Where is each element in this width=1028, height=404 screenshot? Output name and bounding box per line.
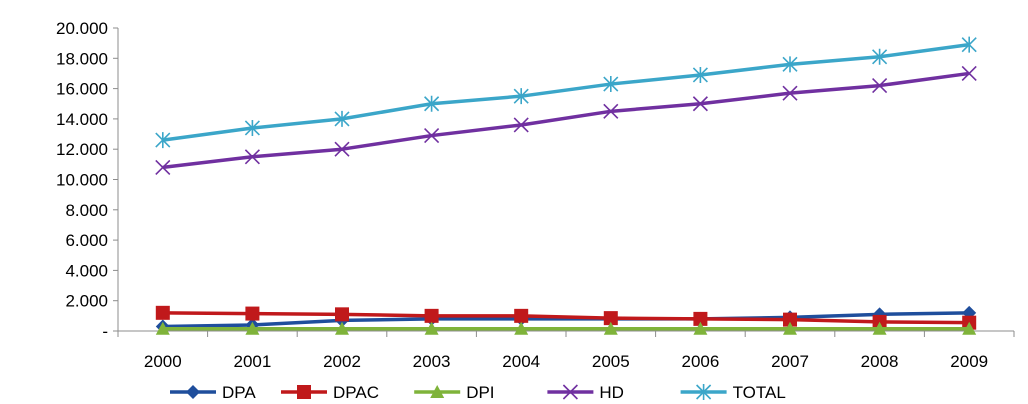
data-point-dpac — [603, 311, 618, 326]
y-axis: - 2.000 4.000 6.000 8.000 10.000 12.000 14.000 1… — [56, 19, 119, 341]
legend-item-hd: HD — [547, 383, 624, 402]
legend-item-dpi: DPI — [414, 383, 495, 402]
data-point-hd — [513, 117, 529, 133]
y-tick-label: 20.000 — [56, 19, 108, 38]
series-lines — [155, 36, 977, 335]
data-point-hd — [424, 127, 440, 144]
data-point-dpac — [335, 307, 349, 322]
legend-marker — [430, 385, 445, 398]
data-point-dpac — [424, 308, 439, 323]
data-point-total — [334, 110, 350, 127]
series-line-dpac — [162, 311, 970, 325]
y-tick-label: - — [102, 322, 108, 341]
data-point-dpi — [783, 321, 797, 335]
series-total — [155, 36, 977, 149]
data-point-hd — [782, 85, 798, 101]
data-point-hd — [872, 78, 888, 94]
legend-marker — [562, 384, 578, 400]
y-tick-label: 8.000 — [65, 201, 108, 220]
data-point-hd — [334, 141, 350, 157]
series-line-hd — [162, 71, 970, 170]
y-tick-label: 6.000 — [65, 231, 108, 250]
data-point-dpac — [783, 312, 797, 327]
x-tick-label: 2002 — [323, 352, 361, 371]
legend-marker — [696, 384, 712, 400]
data-point-dpi — [693, 321, 708, 335]
legend-label: HD — [599, 383, 624, 402]
x-tick-label: 2006 — [681, 352, 719, 371]
legend-label: DPA — [222, 383, 256, 402]
data-point-total — [872, 48, 888, 65]
data-point-hd — [244, 149, 260, 165]
data-point-dpac — [514, 308, 529, 323]
legend: DPA DPAC DPI HD TOTAL — [170, 383, 786, 402]
legend-label: DPI — [466, 383, 494, 402]
legend-marker — [186, 385, 200, 399]
data-point-dpac — [245, 306, 260, 321]
data-point-total — [424, 95, 440, 112]
data-point-total — [603, 76, 619, 93]
series-dpac — [155, 305, 977, 330]
series-hd — [155, 65, 977, 175]
legend-item-dpac: DPAC — [281, 383, 379, 402]
data-point-dpac — [693, 311, 708, 326]
data-point-total — [692, 66, 708, 83]
x-tick-label: 2004 — [502, 352, 540, 371]
y-tick-label: 2.000 — [65, 292, 108, 311]
data-point-dpac — [155, 305, 170, 320]
x-tick-label: 2008 — [861, 352, 899, 371]
legend-marker — [297, 385, 311, 399]
series-line-total — [162, 42, 970, 142]
data-point-dpi — [155, 321, 170, 335]
data-point-total — [782, 56, 798, 73]
legend-item-total: TOTAL — [680, 383, 786, 402]
x-tick-label: 2003 — [413, 352, 451, 371]
data-point-total — [244, 119, 260, 136]
y-tick-label: 14.000 — [56, 110, 108, 129]
data-point-total — [513, 88, 529, 105]
data-point-dpi — [603, 321, 618, 335]
x-tick-label: 2005 — [592, 352, 630, 371]
data-point-hd — [961, 65, 977, 82]
series-dpi — [155, 321, 977, 335]
data-point-dpi — [872, 321, 887, 335]
legend-label: TOTAL — [733, 383, 786, 402]
data-point-dpi — [514, 321, 529, 335]
legend-item-dpa: DPA — [170, 383, 256, 402]
data-point-hd — [692, 96, 708, 112]
y-tick-label: 4.000 — [65, 261, 108, 280]
legend-label: DPAC — [333, 383, 379, 402]
data-point-total — [155, 132, 171, 149]
data-point-total — [961, 36, 977, 53]
x-axis: 2000 2001 2002 2003 2004 2005 2006 2007 2008 2009 — [117, 330, 1015, 371]
data-point-dpi — [424, 321, 439, 335]
series-line-dpa — [162, 311, 970, 329]
x-tick-label: 2001 — [233, 352, 271, 371]
data-point-dpi — [962, 321, 977, 335]
y-tick-label: 16.000 — [56, 80, 108, 99]
data-point-hd — [155, 159, 171, 175]
y-tick-label: 10.000 — [56, 171, 108, 190]
data-point-dpi — [245, 321, 260, 335]
y-tick-label: 12.000 — [56, 140, 108, 159]
x-tick-label: 2000 — [144, 352, 182, 371]
x-tick-label: 2007 — [771, 352, 809, 371]
data-point-hd — [603, 103, 619, 119]
y-tick-label: 18.000 — [56, 49, 108, 68]
x-tick-label: 2009 — [950, 352, 988, 371]
data-point-dpi — [335, 321, 349, 335]
